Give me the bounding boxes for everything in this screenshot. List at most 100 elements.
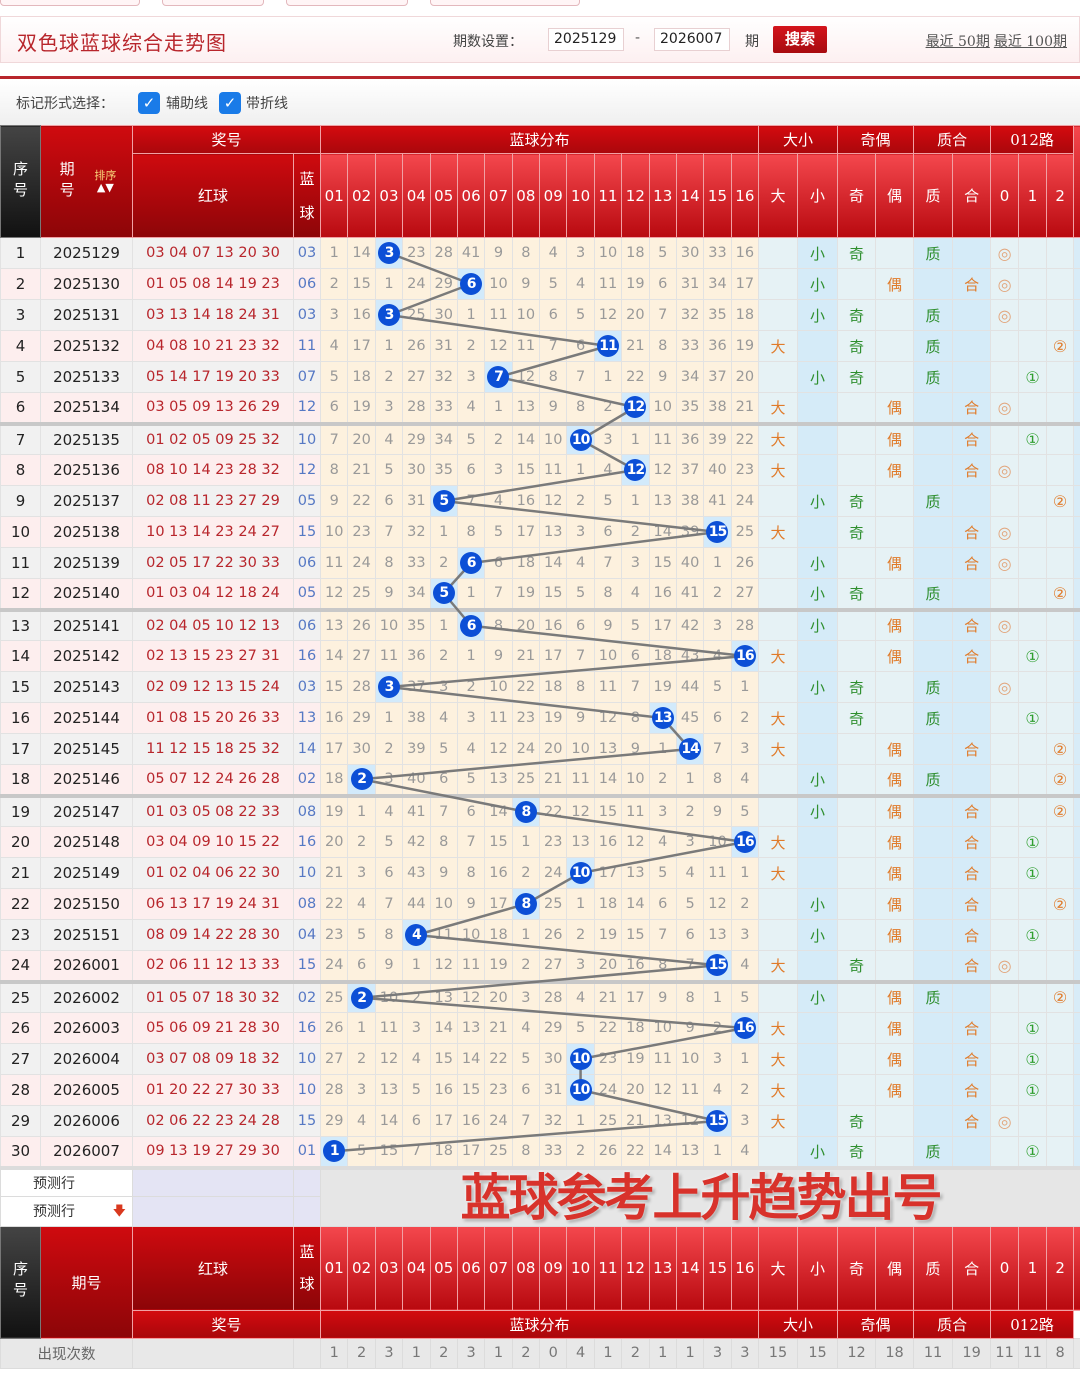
attr-route-cell: ◎: [990, 516, 1020, 548]
seq-cell: 6: [0, 392, 41, 424]
header-r2: 2: [1046, 153, 1075, 238]
omission-cell: 22: [593, 1012, 623, 1044]
footer-pr: 质: [913, 1225, 954, 1311]
omission-cell: 10: [374, 979, 404, 1013]
omission-cell: 12: [593, 299, 623, 331]
omission-cell: 11: [539, 454, 568, 486]
omission-cell: 24: [347, 547, 376, 579]
extra-cell: [1073, 516, 1080, 548]
blue-ball-marker: 2: [350, 768, 373, 791]
attr-empty-cell: [913, 826, 954, 858]
omission-cell: 4: [566, 268, 595, 300]
recent-50-link[interactable]: 最近 50期: [925, 34, 990, 50]
omission-cell: 1: [730, 857, 760, 889]
omission-cell: 15: [648, 547, 677, 579]
attr-route-cell: ①: [1018, 857, 1048, 889]
omission-cell: 23: [539, 826, 568, 858]
attr-empty-cell: [797, 330, 839, 362]
attr-empty-cell: [990, 919, 1020, 951]
omission-cell: 19: [621, 268, 650, 300]
attr-size-cell: 大: [758, 516, 799, 548]
header-period[interactable]: 期号 排序 ▲▼: [40, 125, 133, 238]
recent-100-link[interactable]: 最近 100期: [993, 34, 1067, 50]
blue-ball-cell: 03: [292, 671, 322, 703]
sort-arrows-icon[interactable]: ▲▼: [96, 180, 114, 194]
omission-cell: 3: [402, 1012, 431, 1044]
omission-cell: 12: [566, 793, 595, 827]
attr-empty-cell: [1046, 1136, 1075, 1168]
period-from-input[interactable]: 2025129: [548, 28, 624, 51]
tab[interactable]: [286, 0, 408, 6]
omission-cell: 7: [621, 671, 650, 703]
attr-size-cell: 小: [797, 671, 839, 703]
footer-parity: 奇偶: [837, 1309, 915, 1339]
table-row: 26 2026003 05 06 09 21 28 30 16 26 1 11 3 14 13 21…: [0, 1012, 1080, 1044]
red-balls-cell: 03 04 07 13 20 30: [132, 237, 294, 269]
omission-cell: 10: [648, 1012, 677, 1044]
table-row: 4 2025132 04 08 10 21 23 32 11 4 17 1 26 31 2 12 11…: [0, 330, 1080, 362]
attr-empty-cell: [797, 702, 839, 734]
arrow-down-icon[interactable]: 🡇: [112, 1204, 126, 1220]
omission-cell: 26: [347, 607, 376, 641]
attr-route-cell: ◎: [990, 671, 1020, 703]
omission-cell: 20: [593, 950, 623, 982]
blue-dist-hit-cell: 2: [347, 979, 376, 1013]
omission-cell: 6: [402, 1105, 431, 1137]
attr-empty-cell: [875, 361, 915, 393]
blue-dist-hit-cell: 3: [374, 671, 404, 703]
tab[interactable]: [0, 0, 140, 6]
header-blue-11: 11: [593, 153, 623, 238]
table-row: 11 2025139 02 05 17 22 30 33 06 11 24 8 33 2 6 6 18…: [0, 547, 1080, 579]
omission-cell: 3: [566, 516, 595, 548]
header-blue-09: 09: [539, 153, 568, 238]
header-red: 红球: [132, 153, 294, 238]
attr-route-cell: ◎: [990, 607, 1020, 641]
omission-cell: 22: [511, 671, 541, 703]
fold-line-checkbox[interactable]: ✓: [219, 92, 241, 114]
aux-line-checkbox[interactable]: ✓: [138, 92, 160, 114]
attr-empty-cell: [875, 299, 915, 331]
table-row: 6 2025134 03 05 09 13 26 29 12 6 19 3 28 33 4 1 13 9…: [0, 392, 1080, 424]
omission-cell: 4: [539, 237, 568, 269]
prediction-cells[interactable]: 蓝球参考上升趋势出号: [320, 1165, 1080, 1227]
attr-empty-cell: [952, 485, 992, 517]
prediction-red-cell[interactable]: [132, 1196, 294, 1227]
omission-cell: 9: [511, 268, 541, 300]
tab[interactable]: [162, 0, 264, 6]
footer-r0: 0: [990, 1225, 1020, 1311]
prediction-blue-cell[interactable]: [292, 1196, 322, 1227]
attr-parity-cell: 奇: [837, 1136, 877, 1168]
count-blue-16: 3: [730, 1337, 760, 1369]
omission-cell: 12: [648, 454, 677, 486]
blue-ball-cell: 07: [292, 361, 322, 393]
footer-size: 大小: [758, 1309, 839, 1339]
attr-parity-cell: 偶: [875, 1012, 915, 1044]
count-blue-3: 3: [374, 1337, 404, 1369]
extra-cell: [1073, 421, 1080, 455]
prediction-blue-cell[interactable]: [292, 1165, 322, 1198]
omission-cell: 6: [429, 764, 458, 796]
attr-size-cell: 大: [758, 1074, 799, 1106]
extra-cell: [1073, 454, 1080, 486]
omission-cell: 25: [484, 1136, 513, 1168]
footer-blue-13: 13: [648, 1225, 677, 1311]
table-row: 30 2026007 09 13 19 27 29 30 01 1 5 15 7 18 17 25 8…: [0, 1136, 1080, 1168]
attr-empty-cell: [1018, 454, 1048, 486]
prediction-row-1: 预测行 蓝球参考上升趋势出号: [0, 1165, 1080, 1227]
search-button[interactable]: 搜索: [773, 26, 827, 53]
blue-ball-marker: 10: [569, 1079, 592, 1101]
prediction-red-cell[interactable]: [132, 1165, 294, 1198]
omission-cell: 10: [593, 237, 623, 269]
omission-cell: 22: [730, 421, 760, 455]
attr-empty-cell: [837, 547, 877, 579]
red-balls-cell: 09 13 19 27 29 30: [132, 1136, 294, 1168]
period-to-input[interactable]: 2026007: [654, 28, 730, 51]
footer-prize: 奖号: [131, 1309, 322, 1339]
omission-cell: 25: [320, 979, 349, 1013]
attr-empty-cell: [837, 421, 877, 455]
sort-control[interactable]: 排序 ▲▼: [94, 169, 116, 194]
tab[interactable]: [430, 0, 580, 6]
attr-parity-cell: 偶: [875, 857, 915, 889]
omission-cell: 11: [320, 547, 349, 579]
attr-empty-cell: [990, 1136, 1020, 1168]
